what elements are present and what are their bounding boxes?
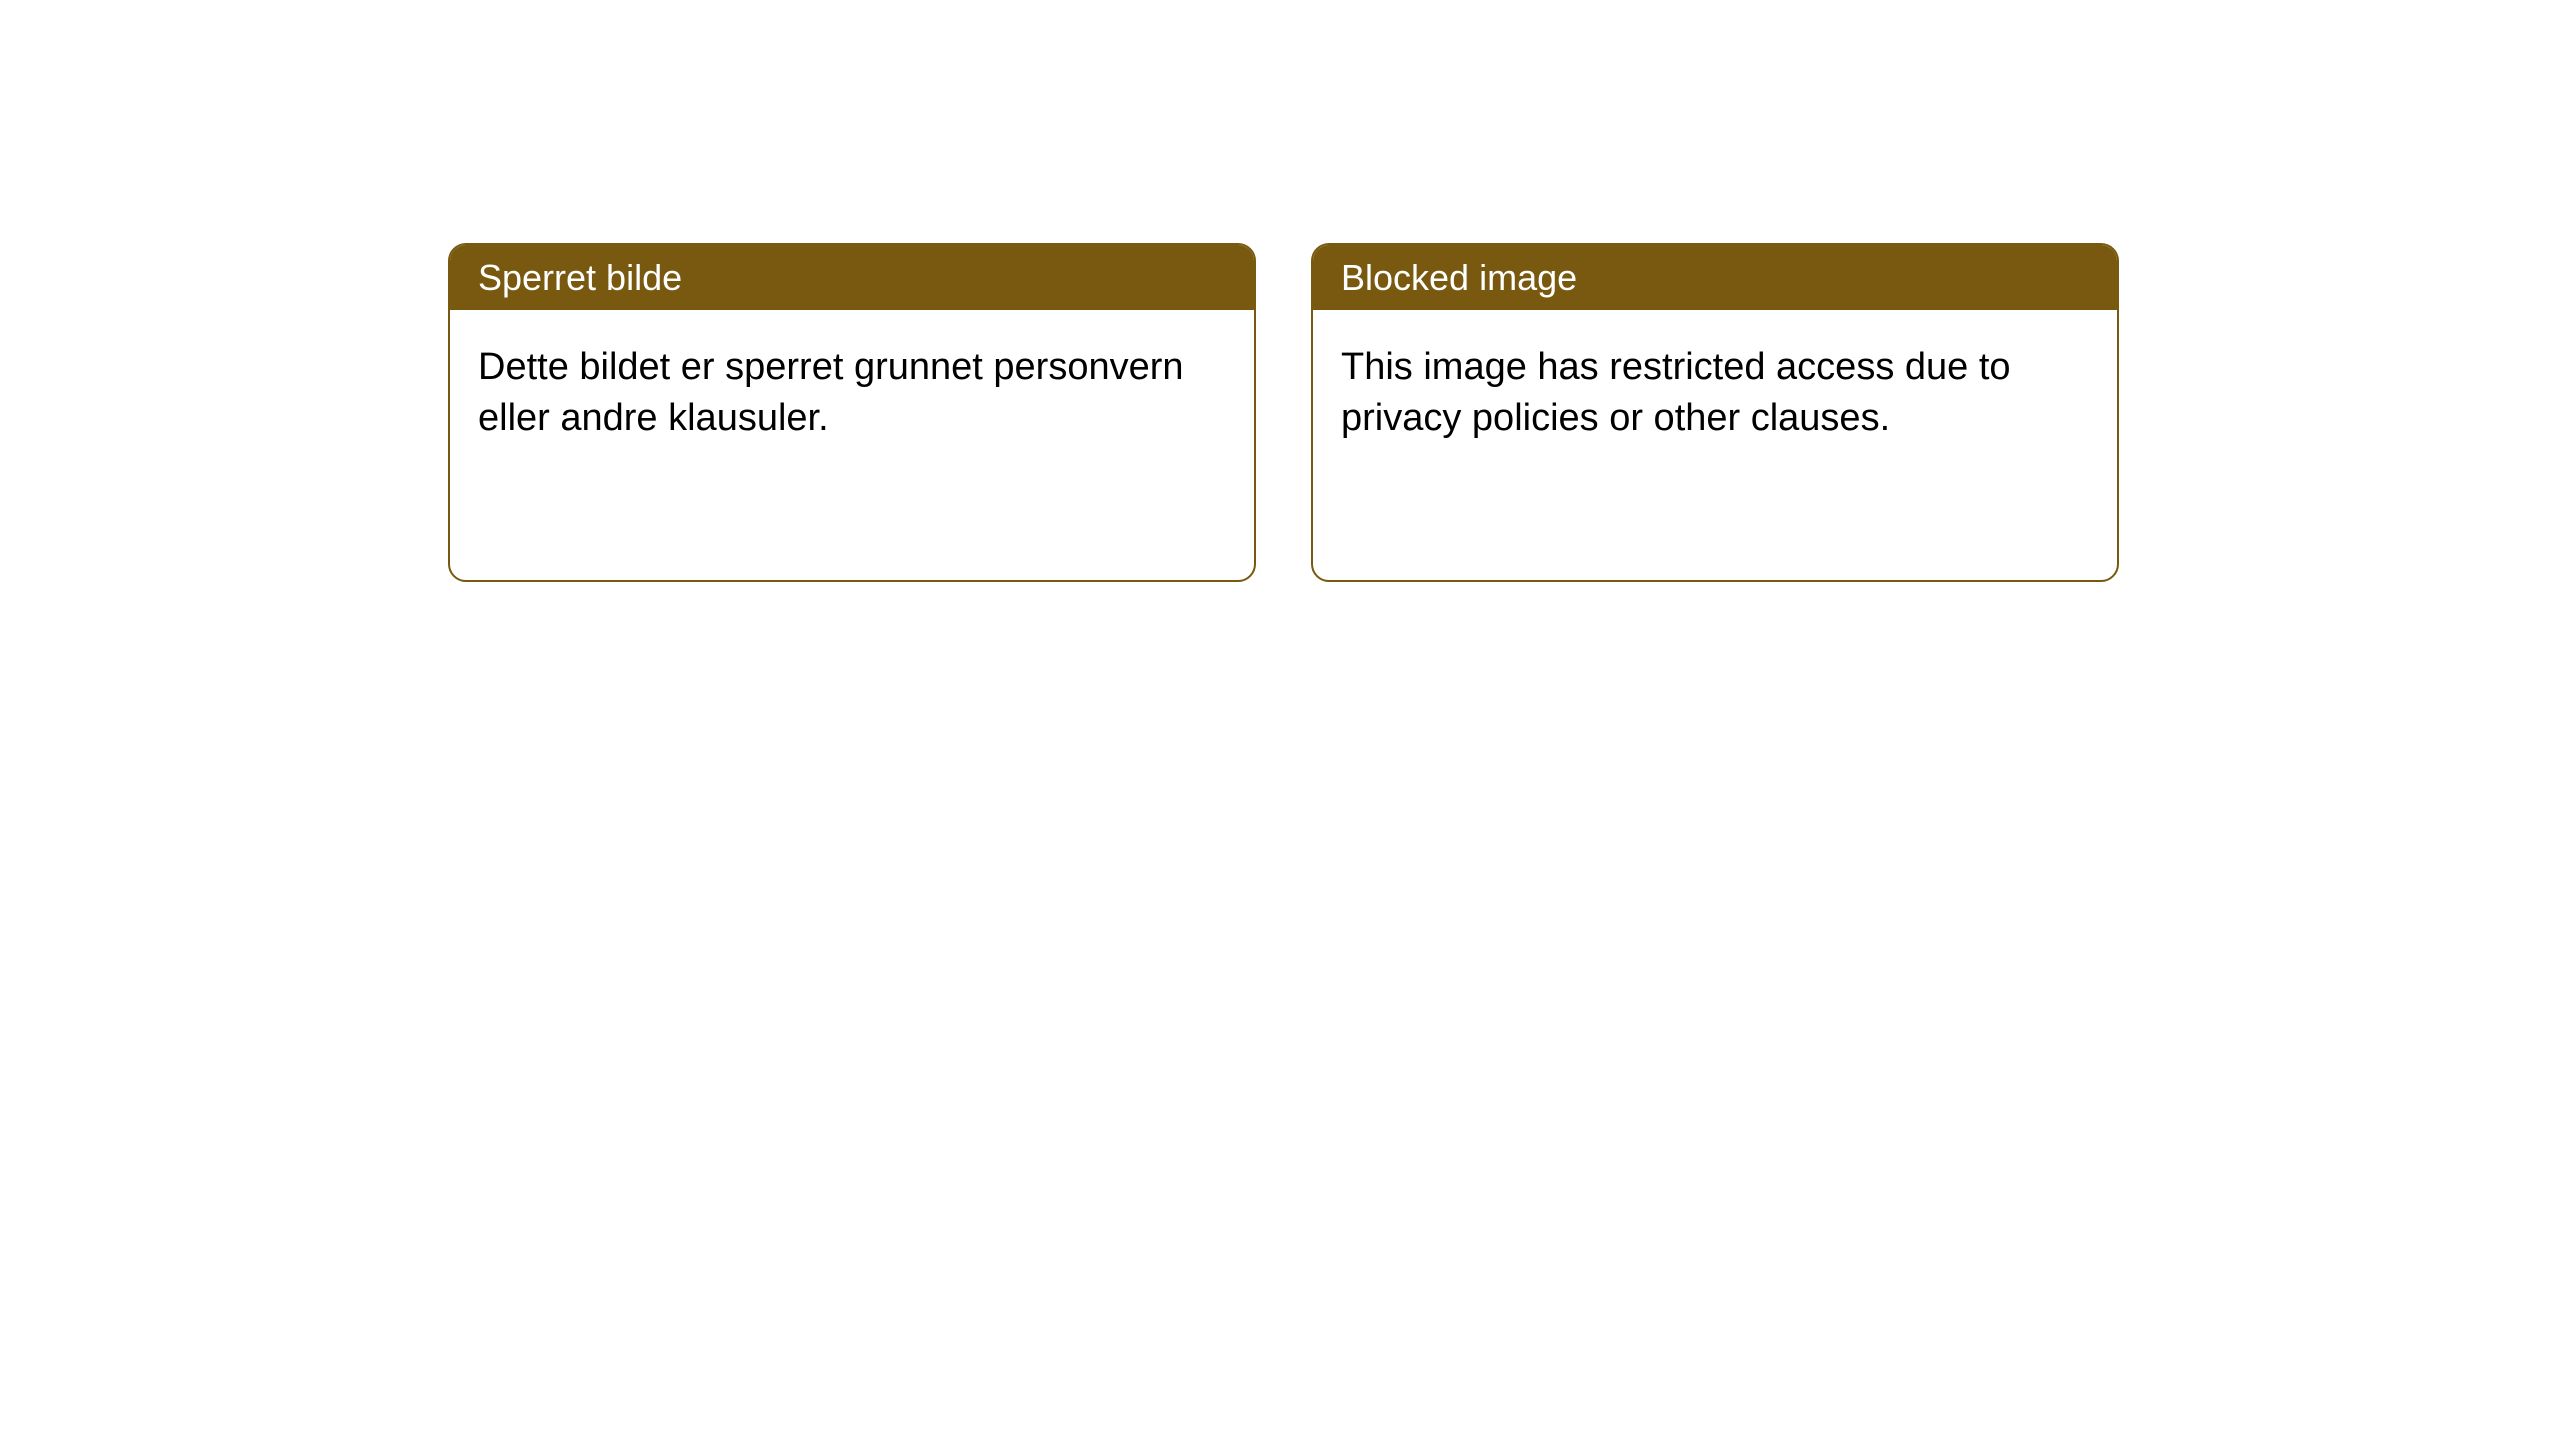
card-title: Sperret bilde: [450, 245, 1254, 310]
notice-container: Sperret bilde Dette bildet er sperret gr…: [448, 243, 2119, 582]
notice-card-norwegian: Sperret bilde Dette bildet er sperret gr…: [448, 243, 1256, 582]
card-title: Blocked image: [1313, 245, 2117, 310]
card-body-text: Dette bildet er sperret grunnet personve…: [450, 310, 1254, 580]
notice-card-english: Blocked image This image has restricted …: [1311, 243, 2119, 582]
card-body-text: This image has restricted access due to …: [1313, 310, 2117, 580]
